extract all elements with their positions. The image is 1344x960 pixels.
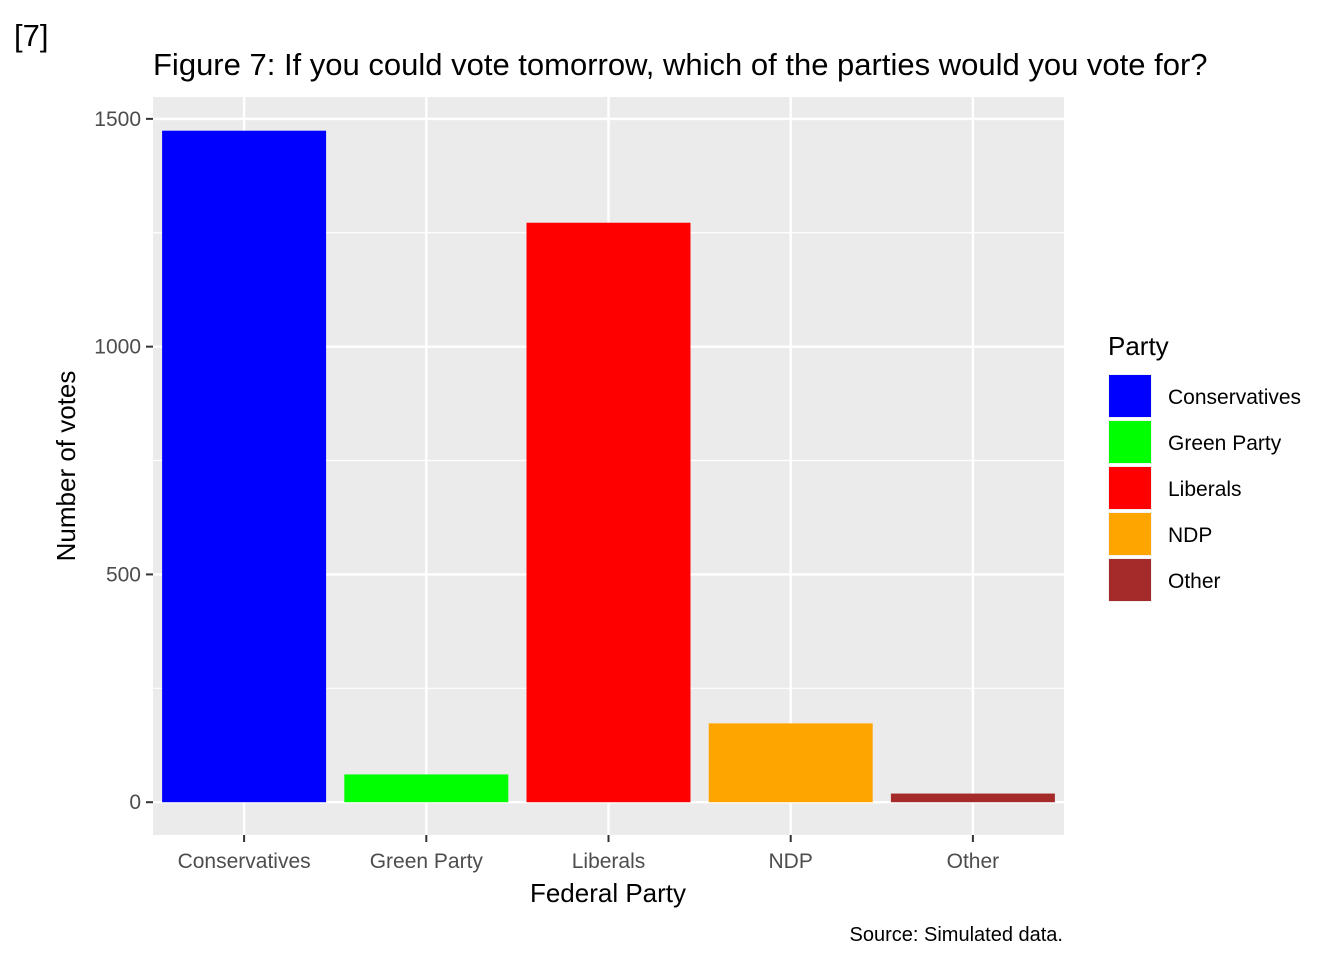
x-tick-label: NDP xyxy=(769,850,813,873)
legend-swatch xyxy=(1109,421,1151,463)
x-axis: Conservatives Green Party Liberals NDP Other xyxy=(178,835,1000,873)
x-tick-label: Green Party xyxy=(370,850,484,873)
y-tick-label: 0 xyxy=(129,791,141,814)
legend-label: Conservatives xyxy=(1168,386,1301,409)
legend-label: Other xyxy=(1168,570,1221,593)
y-tick-label: 1000 xyxy=(94,336,141,359)
bars xyxy=(162,130,1055,803)
y-tick-label: 500 xyxy=(106,563,141,586)
bar-green-party xyxy=(344,774,509,803)
x-tick-label: Other xyxy=(947,850,1000,873)
x-axis-title: Federal Party xyxy=(530,878,686,908)
legend-swatch xyxy=(1109,559,1151,601)
legend-swatch xyxy=(1109,513,1151,555)
bar-liberals xyxy=(526,222,691,803)
legend-title: Party xyxy=(1108,331,1169,361)
chart-title: Figure 7: If you could vote tomorrow, wh… xyxy=(153,47,1208,82)
x-tick-label: Conservatives xyxy=(178,850,311,873)
legend: Conservatives Green Party Liberals NDP Other xyxy=(1108,374,1301,602)
bar-other xyxy=(890,793,1055,803)
y-axis-title: Number of votes xyxy=(51,371,81,562)
y-axis: 0 500 1000 1500 xyxy=(94,108,153,814)
caption: Source: Simulated data. xyxy=(850,924,1063,946)
figure-tag: [7] xyxy=(14,18,48,53)
y-tick-label: 1500 xyxy=(94,108,141,131)
x-tick-label: Liberals xyxy=(572,850,646,873)
legend-label: Liberals xyxy=(1168,478,1242,501)
bar-ndp xyxy=(708,723,873,803)
legend-label: NDP xyxy=(1168,524,1212,547)
bar-conservatives xyxy=(162,130,327,803)
legend-swatch xyxy=(1109,375,1151,417)
legend-label: Green Party xyxy=(1168,432,1282,455)
legend-swatch xyxy=(1109,467,1151,509)
